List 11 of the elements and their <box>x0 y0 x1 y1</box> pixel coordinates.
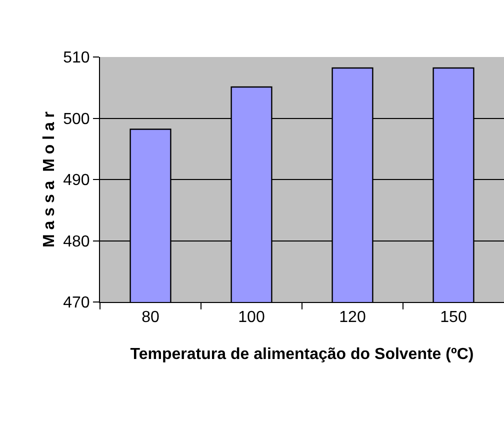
x-tick-label: 80 <box>142 309 160 326</box>
x-tick-label: 120 <box>339 309 366 326</box>
x-tick-label: 150 <box>440 309 467 326</box>
y-axis-title: M a s s a M o l a r <box>40 111 58 248</box>
y-tick-label: 480 <box>63 233 90 250</box>
y-tick-label: 510 <box>63 50 90 67</box>
y-tick-label: 470 <box>63 294 90 312</box>
y-tick-label: 500 <box>63 110 90 128</box>
x-tick-label: 100 <box>238 309 265 326</box>
x-axis-title: Temperatura de alimentação do Solvente (ºC) <box>130 346 474 363</box>
y-tick-label: 490 <box>63 172 90 190</box>
